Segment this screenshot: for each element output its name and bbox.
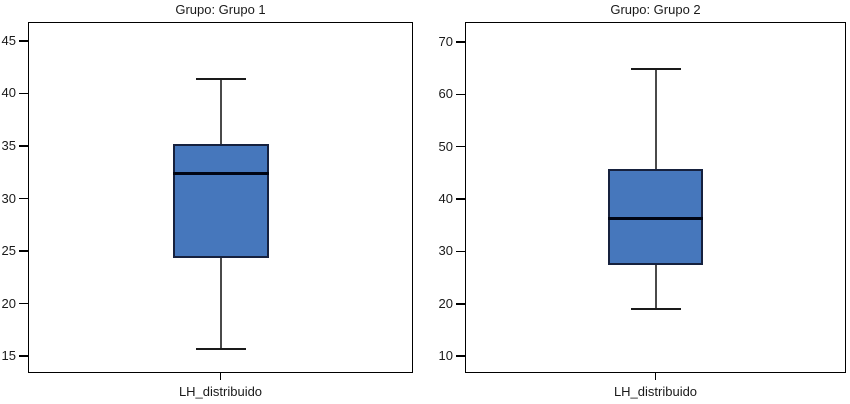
upper-whisker-cap xyxy=(195,77,246,80)
y-tick-label: 45 xyxy=(1,32,16,48)
upper-whisker-line xyxy=(654,68,657,170)
panel-1-title: Grupo: Grupo 1 xyxy=(175,2,266,17)
lower-whisker-line xyxy=(219,258,222,349)
upper-whisker-cap xyxy=(630,67,681,70)
y-tick-mark xyxy=(456,93,465,96)
panel-2-title: Grupo: Grupo 2 xyxy=(610,2,701,17)
iqr-box xyxy=(172,143,269,259)
y-tick-label: 35 xyxy=(1,138,16,153)
lower-whisker-cap xyxy=(630,307,681,310)
lower-whisker-cap xyxy=(195,347,246,350)
y-tick-mark xyxy=(19,145,28,147)
y-tick-mark xyxy=(456,303,465,305)
y-tick-label: 40 xyxy=(438,191,453,207)
y-tick-label: 20 xyxy=(1,295,16,311)
y-tick-mark xyxy=(456,145,465,148)
y-tick-label: 15 xyxy=(1,348,16,364)
y-tick-mark xyxy=(19,302,28,305)
y-tick-mark xyxy=(456,355,465,357)
iqr-box xyxy=(608,169,703,266)
y-tick-label: 60 xyxy=(438,86,453,102)
y-tick-label: 30 xyxy=(1,190,16,206)
y-tick-label: 70 xyxy=(438,33,453,49)
y-tick-mark xyxy=(19,92,28,95)
x-tick-mark xyxy=(219,373,222,380)
y-tick-label: 20 xyxy=(438,295,453,311)
y-tick-label: 10 xyxy=(438,348,453,364)
median-line xyxy=(172,171,269,175)
panel-1-x-axis-label: LH_distribuido xyxy=(178,384,263,399)
x-tick-mark xyxy=(654,373,657,380)
panel-2-x-axis-label: LH_distribuido xyxy=(613,384,698,399)
upper-whisker-line xyxy=(219,78,222,144)
y-tick-label: 25 xyxy=(1,243,16,259)
y-tick-mark xyxy=(456,250,465,253)
y-tick-label: 40 xyxy=(1,85,16,101)
y-tick-mark xyxy=(19,40,28,42)
y-tick-label: 30 xyxy=(438,243,453,259)
y-tick-mark xyxy=(19,250,28,252)
y-tick-label: 50 xyxy=(438,138,453,154)
y-tick-mark xyxy=(456,41,465,43)
y-tick-mark xyxy=(456,198,465,200)
y-tick-mark xyxy=(19,197,28,200)
median-line xyxy=(608,217,703,221)
y-tick-mark xyxy=(19,355,28,357)
lower-whisker-line xyxy=(654,265,657,309)
